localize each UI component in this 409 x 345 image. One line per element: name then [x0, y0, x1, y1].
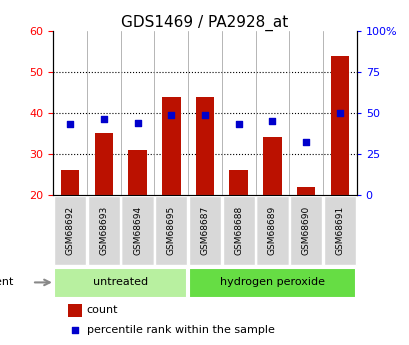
Bar	[296, 187, 315, 195]
Bar	[162, 97, 180, 195]
Bar	[229, 170, 247, 195]
Title: GDS1469 / PA2928_at: GDS1469 / PA2928_at	[121, 15, 288, 31]
Point	[336, 110, 342, 116]
Bar	[195, 97, 214, 195]
Bar	[94, 134, 113, 195]
Point	[168, 112, 174, 117]
FancyBboxPatch shape	[189, 196, 220, 265]
Point	[201, 112, 208, 117]
Text: GSM68687: GSM68687	[200, 206, 209, 255]
FancyBboxPatch shape	[222, 196, 254, 265]
FancyBboxPatch shape	[88, 196, 120, 265]
FancyBboxPatch shape	[289, 196, 321, 265]
FancyBboxPatch shape	[54, 196, 86, 265]
Text: count: count	[86, 305, 118, 315]
Point	[302, 140, 309, 145]
Point	[100, 117, 107, 122]
FancyBboxPatch shape	[155, 196, 187, 265]
Text: hydrogen peroxide: hydrogen peroxide	[219, 277, 324, 287]
Bar	[330, 56, 348, 195]
Text: GSM68688: GSM68688	[234, 206, 243, 255]
Text: GSM68689: GSM68689	[267, 206, 276, 255]
FancyBboxPatch shape	[121, 196, 153, 265]
Bar	[61, 170, 79, 195]
Point	[268, 118, 275, 124]
Text: GSM68692: GSM68692	[65, 206, 74, 255]
Point	[235, 122, 241, 127]
Text: GSM68691: GSM68691	[335, 206, 344, 255]
FancyBboxPatch shape	[256, 196, 288, 265]
Text: untreated: untreated	[93, 277, 148, 287]
Bar	[263, 138, 281, 195]
Bar	[128, 150, 146, 195]
Text: GSM68693: GSM68693	[99, 206, 108, 255]
Point	[134, 120, 141, 126]
FancyBboxPatch shape	[189, 268, 355, 298]
FancyBboxPatch shape	[54, 268, 187, 298]
Text: GSM68695: GSM68695	[166, 206, 175, 255]
FancyBboxPatch shape	[323, 196, 355, 265]
Point	[67, 122, 73, 127]
Text: percentile rank within the sample: percentile rank within the sample	[86, 325, 274, 335]
Bar	[68, 304, 82, 317]
Text: GSM68694: GSM68694	[133, 206, 142, 255]
Text: agent: agent	[0, 277, 14, 287]
Text: GSM68690: GSM68690	[301, 206, 310, 255]
Point	[72, 327, 78, 333]
